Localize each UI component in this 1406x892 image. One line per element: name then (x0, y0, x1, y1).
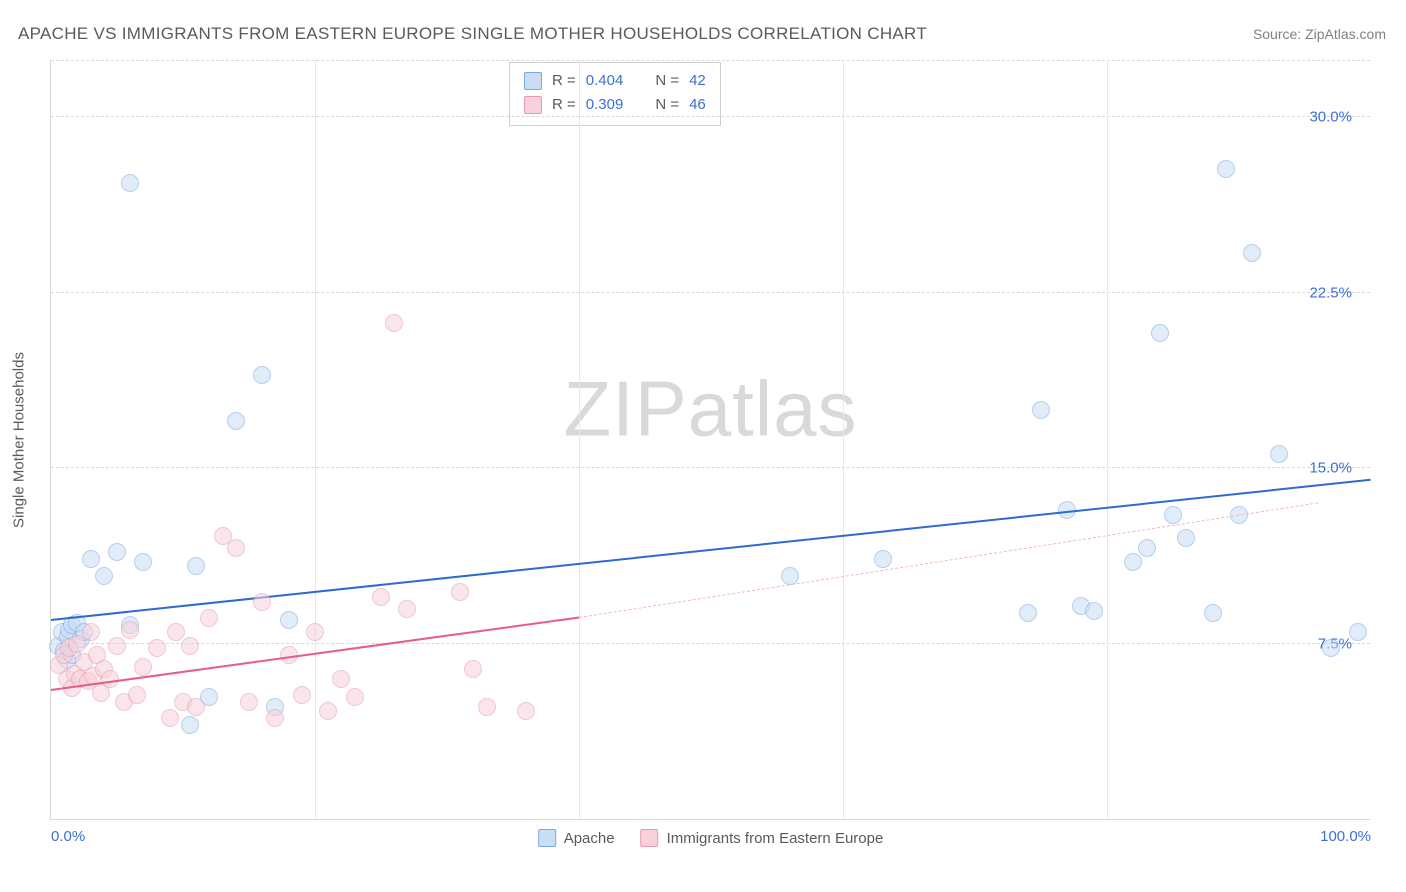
scatter-point-apache (874, 550, 892, 568)
scatter-point-apache (781, 567, 799, 585)
legend-swatch (538, 829, 556, 847)
legend-item-immigrants: Immigrants from Eastern Europe (641, 829, 884, 847)
trend-line (51, 479, 1371, 621)
scatter-point-immigrants (240, 693, 258, 711)
trend-line (579, 502, 1318, 618)
gridline-horizontal (51, 643, 1370, 644)
scatter-point-immigrants (148, 639, 166, 657)
scatter-point-immigrants (187, 698, 205, 716)
scatter-point-apache (134, 553, 152, 571)
gridline-horizontal (51, 116, 1370, 117)
scatter-point-apache (253, 366, 271, 384)
source-link[interactable]: ZipAtlas.com (1305, 26, 1386, 42)
scatter-point-immigrants (101, 670, 119, 688)
scatter-point-apache (1177, 529, 1195, 547)
scatter-point-immigrants (385, 314, 403, 332)
scatter-point-immigrants (108, 637, 126, 655)
source-prefix: Source: (1253, 26, 1305, 42)
legend-n-label: N = (655, 93, 679, 117)
legend-series-label: Apache (564, 830, 615, 847)
scatter-point-immigrants (517, 702, 535, 720)
scatter-point-apache (227, 412, 245, 430)
scatter-point-apache (1217, 160, 1235, 178)
watermark-bold: ZIP (563, 365, 687, 453)
legend-r-label: R = (552, 93, 576, 117)
legend-series-label: Immigrants from Eastern Europe (667, 830, 884, 847)
y-tick-label: 22.5% (1309, 284, 1352, 301)
scatter-point-immigrants (464, 660, 482, 678)
y-tick-label: 30.0% (1309, 109, 1352, 126)
legend-row-apache: R = 0.404 N = 42 (524, 69, 706, 93)
scatter-point-immigrants (346, 688, 364, 706)
watermark-light: atlas (688, 365, 858, 453)
scatter-point-apache (1204, 604, 1222, 622)
scatter-point-immigrants (82, 623, 100, 641)
scatter-point-immigrants (306, 623, 324, 641)
scatter-point-apache (1138, 539, 1156, 557)
gridline-horizontal (51, 467, 1370, 468)
gridline-horizontal (51, 292, 1370, 293)
scatter-point-immigrants (478, 698, 496, 716)
gridline-horizontal (51, 60, 1370, 61)
scatter-point-apache (121, 174, 139, 192)
legend-row-immigrants: R = 0.309 N = 46 (524, 93, 706, 117)
scatter-point-apache (1270, 445, 1288, 463)
scatter-point-apache (181, 716, 199, 734)
scatter-point-apache (1151, 324, 1169, 342)
scatter-point-immigrants (372, 588, 390, 606)
scatter-point-immigrants (121, 621, 139, 639)
scatter-point-apache (1243, 244, 1261, 262)
scatter-point-apache (187, 557, 205, 575)
scatter-point-apache (108, 543, 126, 561)
scatter-point-apache (1032, 401, 1050, 419)
scatter-point-immigrants (161, 709, 179, 727)
scatter-point-apache (1124, 553, 1142, 571)
scatter-point-immigrants (266, 709, 284, 727)
scatter-point-apache (1019, 604, 1037, 622)
legend-swatch (524, 72, 542, 90)
legend-swatch (641, 829, 659, 847)
gridline-vertical (1107, 60, 1108, 819)
scatter-point-immigrants (200, 609, 218, 627)
legend-n-label: N = (655, 69, 679, 93)
legend-r-label: R = (552, 69, 576, 93)
source-attribution: Source: ZipAtlas.com (1253, 26, 1386, 42)
series-legend: Apache Immigrants from Eastern Europe (538, 829, 884, 847)
scatter-point-apache (95, 567, 113, 585)
scatter-point-apache (280, 611, 298, 629)
x-tick-label: 0.0% (51, 828, 85, 845)
legend-n-value: 42 (689, 69, 706, 93)
scatter-point-apache (82, 550, 100, 568)
legend-r-value: 0.404 (586, 69, 624, 93)
legend-swatch (524, 96, 542, 114)
gridline-vertical (315, 60, 316, 819)
scatter-point-immigrants (319, 702, 337, 720)
scatter-point-immigrants (398, 600, 416, 618)
gridline-vertical (579, 60, 580, 819)
y-tick-label: 15.0% (1309, 460, 1352, 477)
scatter-point-immigrants (134, 658, 152, 676)
legend-r-value: 0.309 (586, 93, 624, 117)
scatter-point-immigrants (332, 670, 350, 688)
scatter-point-immigrants (451, 583, 469, 601)
legend-item-apache: Apache (538, 829, 615, 847)
scatter-point-immigrants (253, 593, 271, 611)
gridline-vertical (843, 60, 844, 819)
scatter-point-apache (1085, 602, 1103, 620)
y-axis-label: Single Mother Households (11, 352, 28, 528)
scatter-point-apache (1322, 639, 1340, 657)
watermark: ZIPatlas (563, 364, 857, 455)
plot-area: Single Mother Households ZIPatlas R =0.4… (50, 60, 1370, 820)
x-tick-label: 100.0% (1320, 828, 1371, 845)
scatter-point-immigrants (181, 637, 199, 655)
scatter-point-apache (1164, 506, 1182, 524)
scatter-point-immigrants (128, 686, 146, 704)
legend-n-value: 46 (689, 93, 706, 117)
scatter-point-immigrants (293, 686, 311, 704)
chart-title: APACHE VS IMMIGRANTS FROM EASTERN EUROPE… (18, 24, 927, 44)
scatter-point-immigrants (227, 539, 245, 557)
scatter-point-apache (1349, 623, 1367, 641)
